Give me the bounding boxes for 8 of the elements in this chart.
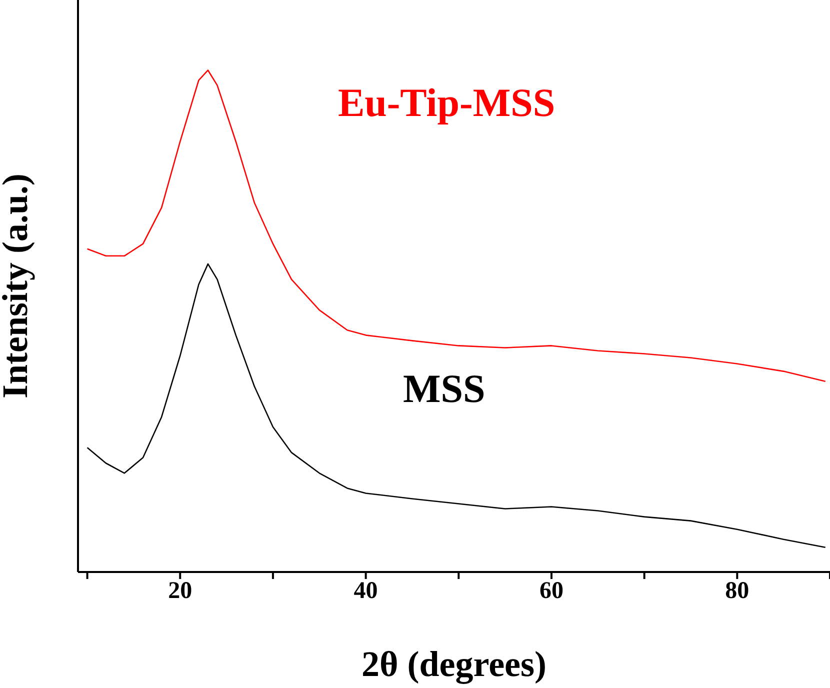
- x-tick-label: 60: [539, 578, 564, 604]
- x-axis-title: 2θ (degrees): [361, 644, 547, 684]
- text: Eu-Tip-MSS: [338, 80, 556, 126]
- text: MSS: [402, 366, 486, 412]
- y-axis-title: Intensity (a.u.): [0, 173, 35, 399]
- x-tick-label: 80: [725, 578, 750, 604]
- x-tick-label: 20: [168, 578, 192, 604]
- x-tick-label: 40: [354, 578, 378, 604]
